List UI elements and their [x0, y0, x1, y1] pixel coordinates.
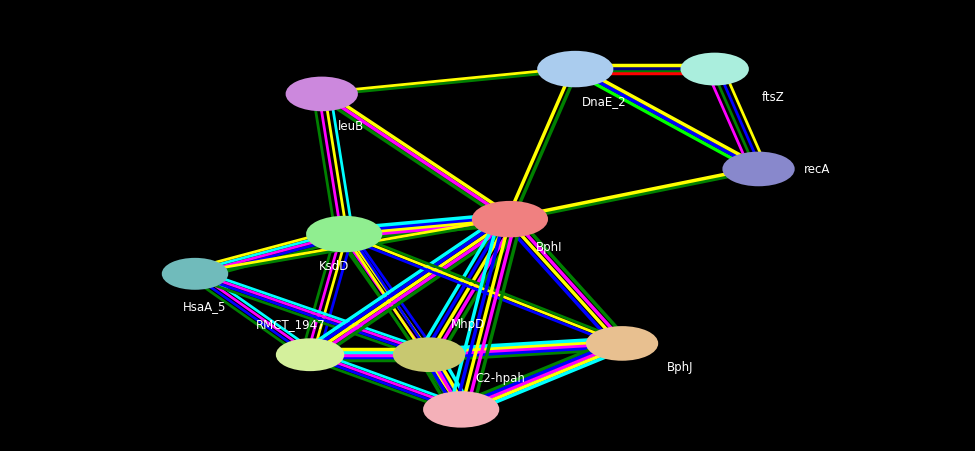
Circle shape: [473, 202, 547, 237]
Text: KsdD: KsdD: [319, 260, 350, 272]
Circle shape: [307, 217, 381, 252]
Circle shape: [587, 327, 657, 360]
Circle shape: [424, 392, 498, 427]
Text: RMCT_1947: RMCT_1947: [255, 317, 326, 330]
Text: recA: recA: [803, 163, 831, 176]
Circle shape: [277, 340, 343, 370]
Circle shape: [394, 339, 464, 371]
Text: leuB: leuB: [338, 120, 364, 133]
Text: DnaE_2: DnaE_2: [582, 95, 627, 108]
Text: MhpD: MhpD: [450, 317, 486, 330]
Text: C2-hpah: C2-hpah: [475, 372, 526, 384]
Text: ftsZ: ftsZ: [761, 91, 785, 103]
Circle shape: [287, 78, 357, 111]
Circle shape: [682, 55, 748, 85]
Circle shape: [723, 153, 794, 186]
Text: BphJ: BphJ: [667, 360, 694, 373]
Text: BphI: BphI: [535, 240, 563, 253]
Text: HsaA_5: HsaA_5: [183, 299, 226, 312]
Circle shape: [163, 259, 227, 289]
Circle shape: [538, 53, 612, 87]
